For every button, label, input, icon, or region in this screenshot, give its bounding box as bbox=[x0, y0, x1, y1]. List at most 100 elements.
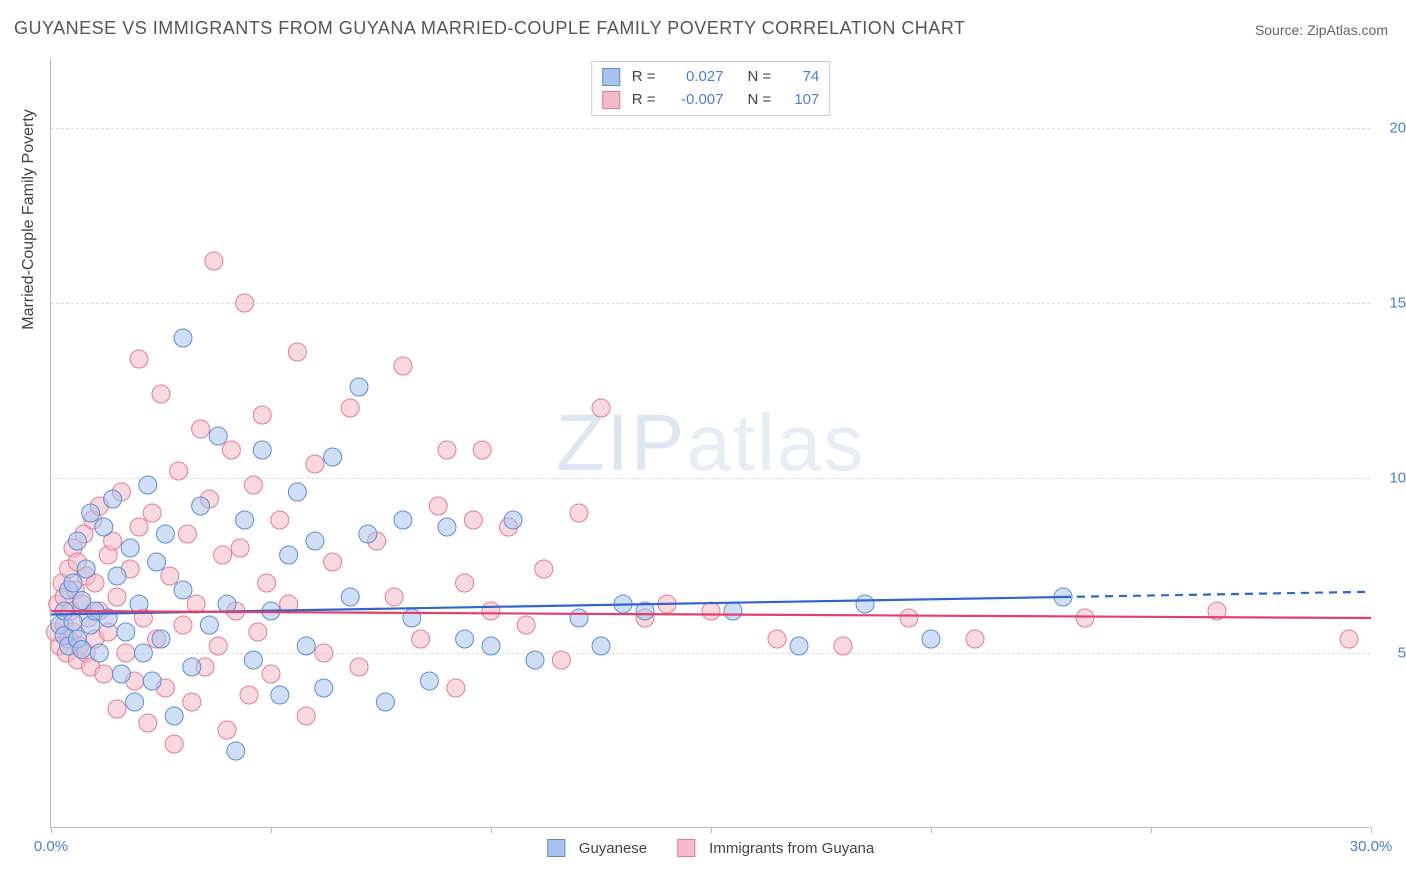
data-point bbox=[456, 630, 474, 648]
trend-line-dashed bbox=[1063, 592, 1371, 597]
swatch-icon bbox=[547, 839, 565, 857]
data-point bbox=[152, 385, 170, 403]
x-tick-label: 30.0% bbox=[1350, 838, 1393, 855]
data-point bbox=[429, 497, 447, 515]
data-point bbox=[117, 644, 135, 662]
data-point bbox=[790, 637, 808, 655]
legend-item: Guyanese bbox=[547, 839, 647, 857]
swatch-icon bbox=[602, 91, 620, 109]
data-point bbox=[394, 511, 412, 529]
data-point bbox=[139, 476, 157, 494]
data-point bbox=[482, 637, 500, 655]
data-point bbox=[900, 609, 918, 627]
data-point bbox=[200, 616, 218, 634]
data-point bbox=[592, 637, 610, 655]
data-point bbox=[253, 406, 271, 424]
data-point bbox=[112, 665, 130, 683]
data-point bbox=[535, 560, 553, 578]
data-point bbox=[504, 511, 522, 529]
chart-title: GUYANESE VS IMMIGRANTS FROM GUYANA MARRI… bbox=[14, 18, 966, 39]
data-point bbox=[134, 644, 152, 662]
data-point bbox=[350, 378, 368, 396]
data-point bbox=[376, 693, 394, 711]
data-point bbox=[130, 595, 148, 613]
data-point bbox=[394, 357, 412, 375]
data-point bbox=[922, 630, 940, 648]
data-point bbox=[244, 476, 262, 494]
legend-stats-row: R = -0.007 N = 107 bbox=[602, 89, 820, 112]
data-point bbox=[315, 679, 333, 697]
legend-item: Immigrants from Guyana bbox=[677, 839, 874, 857]
data-point bbox=[297, 707, 315, 725]
data-point bbox=[227, 742, 245, 760]
data-point bbox=[209, 637, 227, 655]
x-tick-mark bbox=[491, 827, 492, 833]
data-point bbox=[170, 462, 188, 480]
data-point bbox=[108, 567, 126, 585]
data-point bbox=[183, 693, 201, 711]
plot-area: ZIPatlas R = 0.027 N = 74 R = -0.007 N =… bbox=[50, 58, 1370, 828]
data-point bbox=[108, 588, 126, 606]
data-point bbox=[570, 504, 588, 522]
data-point bbox=[108, 700, 126, 718]
x-tick-mark bbox=[1371, 827, 1372, 833]
data-point bbox=[214, 546, 232, 564]
data-point bbox=[297, 637, 315, 655]
data-point bbox=[253, 441, 271, 459]
data-point bbox=[90, 644, 108, 662]
data-point bbox=[456, 574, 474, 592]
data-point bbox=[306, 532, 324, 550]
data-point bbox=[271, 686, 289, 704]
x-tick-mark bbox=[271, 827, 272, 833]
data-point bbox=[341, 588, 359, 606]
data-point bbox=[966, 630, 984, 648]
data-point bbox=[161, 567, 179, 585]
data-point bbox=[258, 574, 276, 592]
data-point bbox=[236, 511, 254, 529]
data-point bbox=[324, 553, 342, 571]
data-point bbox=[174, 329, 192, 347]
data-point bbox=[143, 504, 161, 522]
x-tick-mark bbox=[711, 827, 712, 833]
series-label: Guyanese bbox=[579, 840, 647, 857]
data-point bbox=[592, 399, 610, 417]
data-point bbox=[280, 546, 298, 564]
data-point bbox=[702, 602, 720, 620]
data-point bbox=[183, 658, 201, 676]
r-value: -0.007 bbox=[664, 89, 724, 112]
x-tick-mark bbox=[931, 827, 932, 833]
data-point bbox=[95, 518, 113, 536]
data-point bbox=[1340, 630, 1358, 648]
data-point bbox=[438, 441, 456, 459]
data-point bbox=[473, 441, 491, 459]
data-point bbox=[104, 490, 122, 508]
data-point bbox=[126, 693, 144, 711]
data-point bbox=[174, 581, 192, 599]
data-point bbox=[403, 609, 421, 627]
data-point bbox=[412, 630, 430, 648]
data-point bbox=[236, 294, 254, 312]
data-point bbox=[768, 630, 786, 648]
y-tick-label: 20.0% bbox=[1377, 120, 1406, 137]
y-tick-label: 5.0% bbox=[1377, 645, 1406, 662]
data-point bbox=[464, 511, 482, 529]
data-point bbox=[64, 574, 82, 592]
data-point bbox=[130, 518, 148, 536]
swatch-icon bbox=[677, 839, 695, 857]
swatch-icon bbox=[602, 68, 620, 86]
x-tick-mark bbox=[51, 827, 52, 833]
data-point bbox=[359, 525, 377, 543]
data-point bbox=[152, 630, 170, 648]
x-tick-label: 0.0% bbox=[34, 838, 68, 855]
data-point bbox=[834, 637, 852, 655]
data-point bbox=[517, 616, 535, 634]
legend-series: Guyanese Immigrants from Guyana bbox=[547, 839, 874, 857]
data-point bbox=[156, 525, 174, 543]
data-point bbox=[178, 525, 196, 543]
data-point bbox=[222, 441, 240, 459]
data-point bbox=[315, 644, 333, 662]
data-point bbox=[240, 686, 258, 704]
data-point bbox=[143, 672, 161, 690]
data-point bbox=[288, 483, 306, 501]
data-point bbox=[77, 560, 95, 578]
